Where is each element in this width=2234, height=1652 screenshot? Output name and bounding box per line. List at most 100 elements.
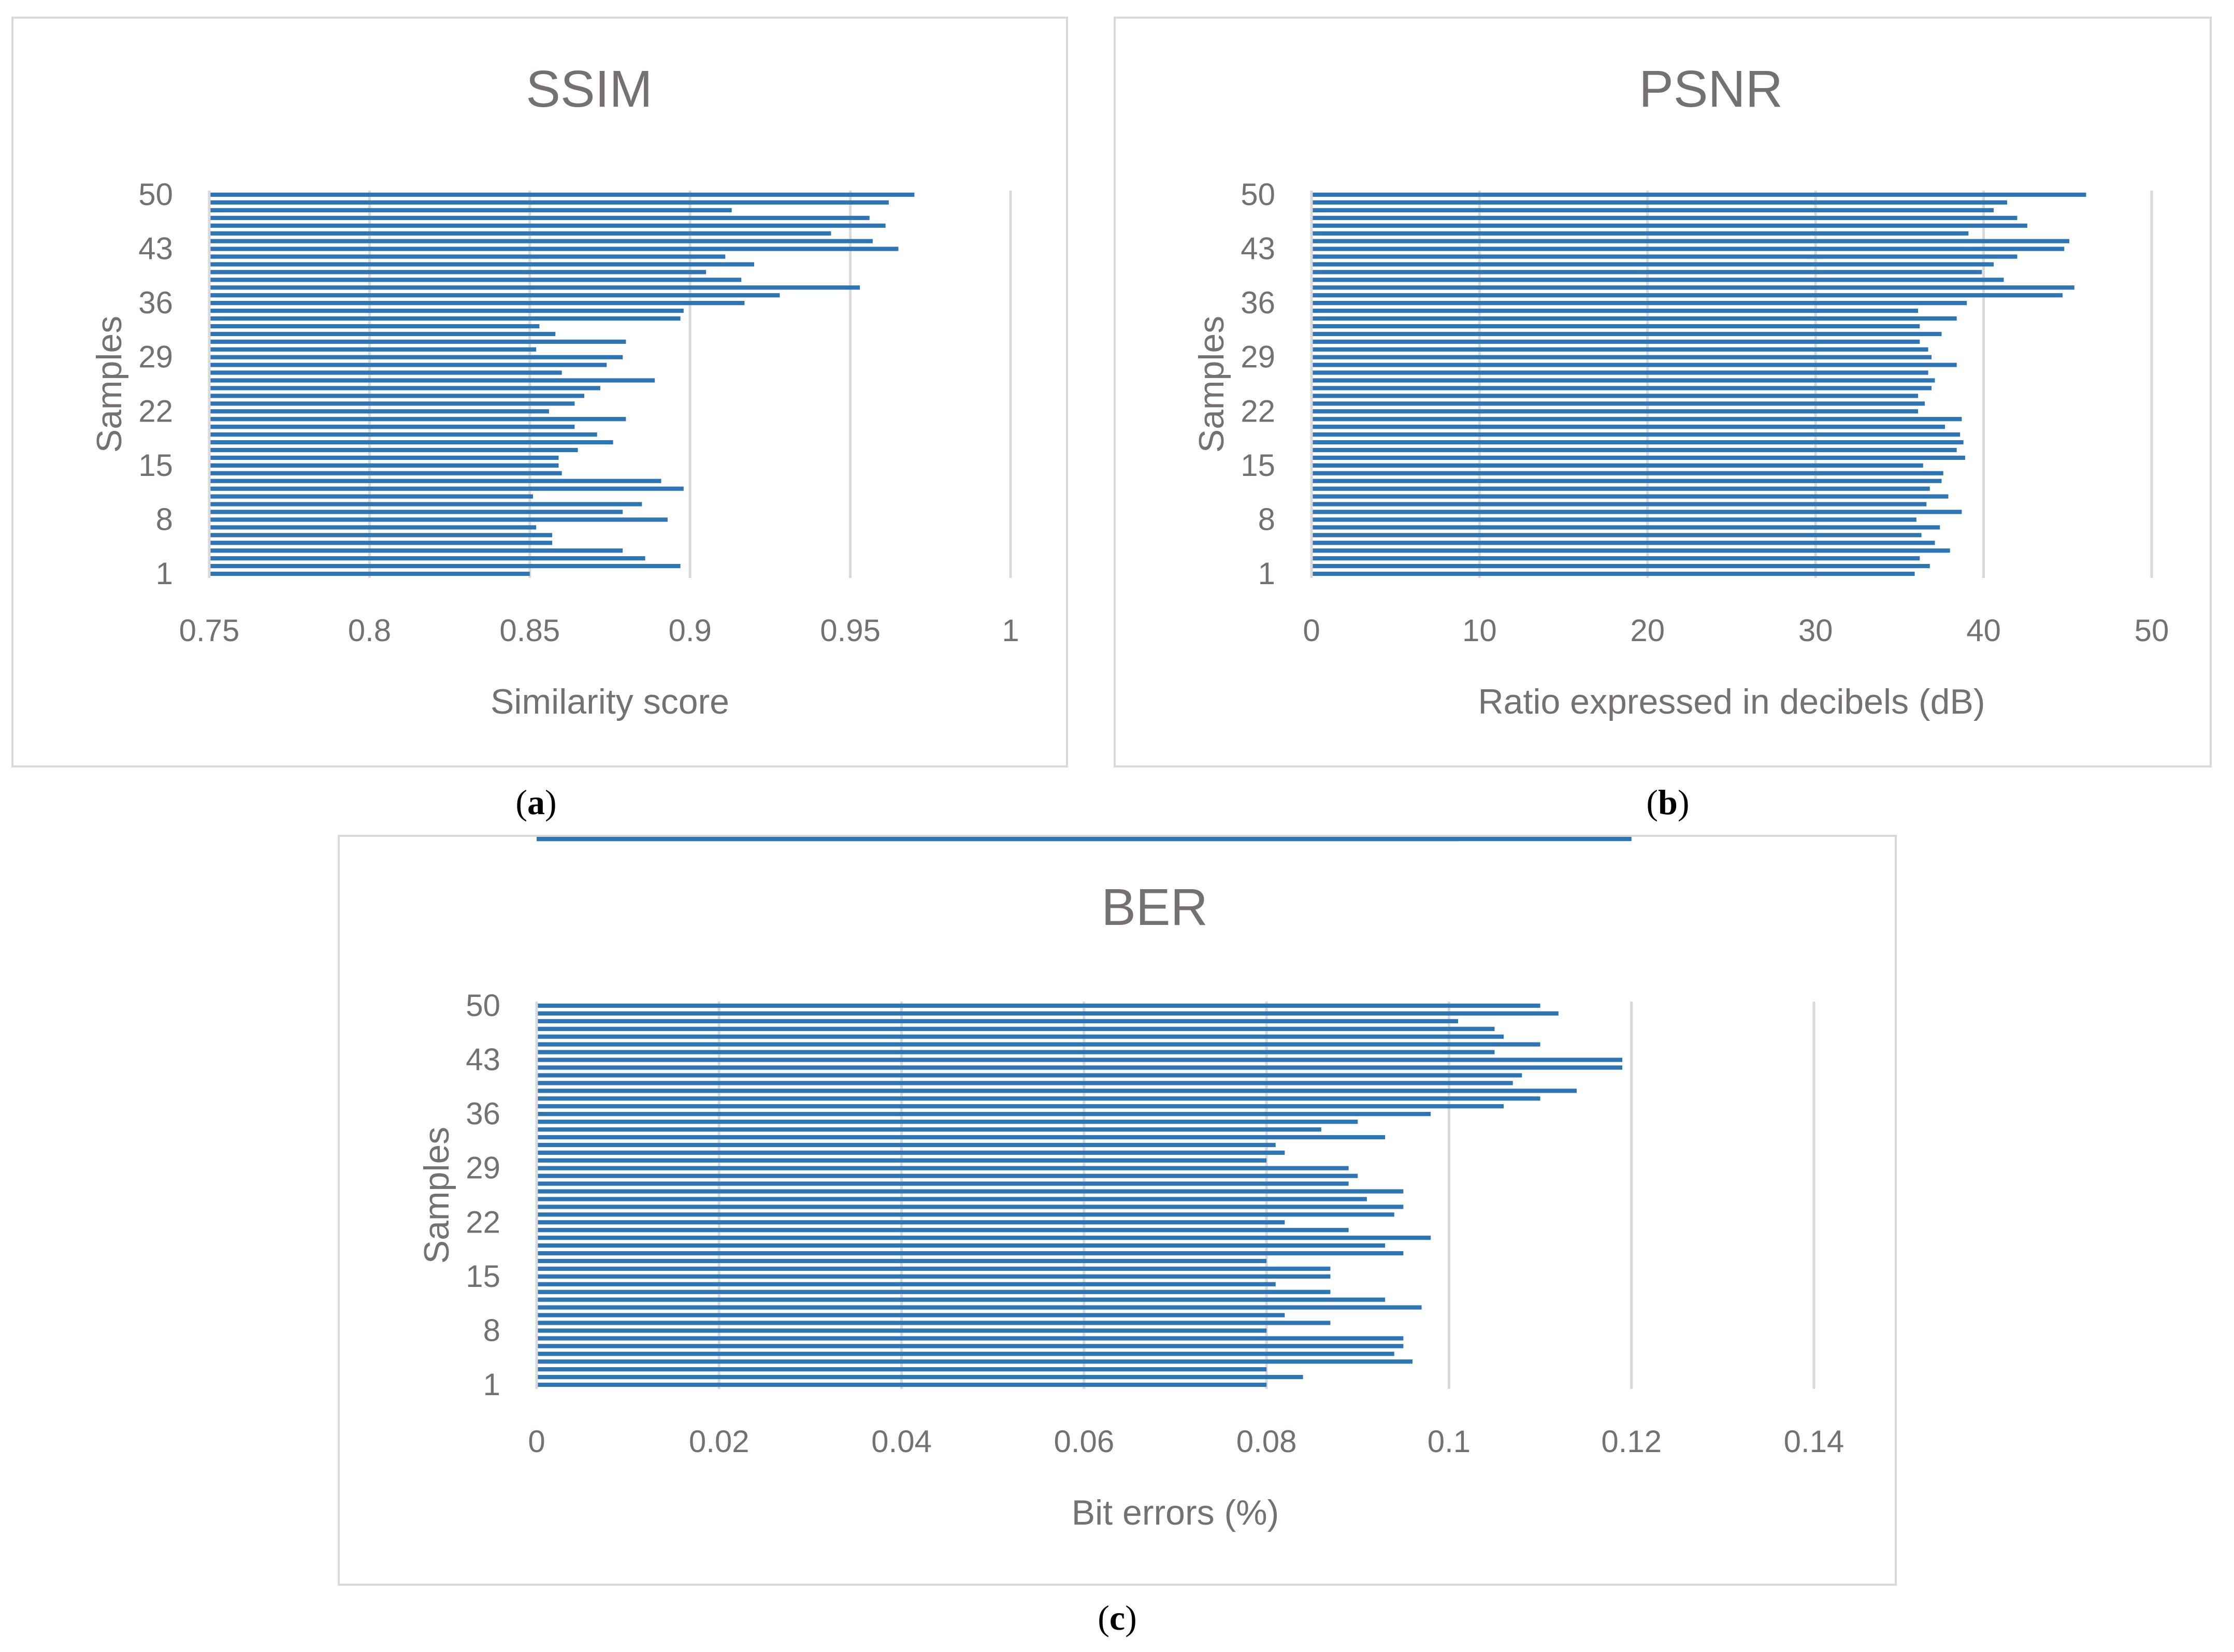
y-tick-label: 29 [1241,340,1275,374]
chart-panel-ber: BER 0 0.02 0.04 0.06 0.08 0.1 0.12 0.14 1 8 15 22 29 3… [338,835,1897,1586]
x-tick-label: 0.04 [871,1424,932,1459]
y-tick-label: 1 [1258,556,1275,591]
bar-sample-31 [1311,339,1920,344]
bar-sample-39 [209,278,742,282]
x-tick-label: 0.95 [820,613,881,648]
x-tick-label: 1 [1002,613,1019,648]
panel-label-a: (a) [515,782,557,822]
chart-panel-psnr: PSNR 0 10 20 30 40 50 1 8 15 22 29 36 43 50 Ratio expre… [1114,17,2212,767]
bar-sample-13 [209,479,661,483]
bar-sample-14 [209,471,562,475]
x-axis-label: Similarity score [491,682,729,721]
bar-sample-25 [209,386,600,390]
bar-sample-5 [1311,541,1935,545]
bar-sample-33 [209,324,540,329]
bar-sample-1 [209,571,530,576]
bar-sample-21 [209,417,626,422]
bar-sample-38 [209,285,860,290]
bar-sample-45 [1311,231,1969,236]
y-axis-label: Samples [417,1127,456,1264]
bar-sample-15 [1311,463,1923,468]
y-axis-label: Samples [90,316,129,453]
bar-sample-11 [537,1305,1422,1310]
bar-sample-30 [209,347,537,352]
y-tick-label: 50 [1241,177,1275,212]
bar-sample-3 [1311,556,1920,561]
bar-sample-16 [209,455,559,460]
y-tick-label: 22 [1241,394,1275,428]
bar-sample-39 [537,1089,1577,1093]
bar-sample-42 [1311,254,2017,259]
bar-sample-11 [209,494,533,499]
y-tick-label: 43 [466,1042,500,1077]
bar-sample-24 [537,1205,1404,1209]
bar-sample-10 [1311,502,1927,506]
x-tick-label: 0.8 [348,613,391,648]
bar-sample-19 [537,1243,1386,1248]
bar-sample-2 [1311,563,1930,569]
bar-sample-33 [1311,324,1920,329]
bar-sample-32 [537,1142,1276,1148]
x-axis-label: Ratio expressed in decibels (dB) [1478,682,1985,721]
bar-sample-13 [1311,479,1942,483]
bar-sample-undefined [537,837,1632,842]
chart-psnr: PSNR 0 10 20 30 40 50 1 8 15 22 29 36 43 50 Ratio expre… [1192,60,2169,721]
x-axis-label: Bit errors (%) [1072,1493,1279,1532]
bar-sample-47 [209,215,870,220]
y-tick-label: 22 [466,1205,500,1239]
bar-sample-3 [537,1367,1267,1372]
bar-sample-38 [537,1096,1540,1101]
chart-title: PSNR [1639,60,1783,118]
x-tick-label: 0.14 [1784,1424,1844,1459]
bar-sample-44 [209,239,873,243]
bar-sample-41 [209,262,754,267]
bar-sample-3 [209,556,645,561]
bar-sample-4 [1311,548,1950,553]
bar-sample-29 [209,355,623,359]
chart-panel-ssim: SSIM 0.75 0.8 0.85 0.9 0.95 1 1 8 15 22 29 36 43 50 Sim… [11,17,1068,767]
bar-sample-35 [1311,308,1919,313]
bar-sample-42 [209,254,726,259]
bar-sample-28 [537,1173,1358,1178]
bar-sample-31 [209,339,626,344]
bar-sample-20 [537,1236,1431,1240]
bar-sample-45 [537,1042,1540,1047]
bar-sample-49 [1311,200,2008,205]
bar-sample-32 [1311,331,1942,337]
x-tick-label: 40 [1966,613,2001,648]
bar-sample-35 [537,1119,1358,1124]
bar-sample-4 [537,1359,1413,1364]
bar-sample-12 [1311,486,1930,491]
bar-sample-15 [537,1274,1331,1279]
bar-sample-23 [209,401,575,406]
bar-sample-27 [1311,370,1928,375]
bar-sample-44 [1311,239,2070,243]
bar-sample-40 [537,1081,1513,1085]
bar-sample-23 [537,1212,1394,1217]
bar-sample-26 [537,1189,1404,1194]
bar-sample-8 [1311,517,1916,522]
bar-sample-46 [1311,223,2027,228]
bar-sample-48 [209,208,732,212]
bar-sample-50 [1311,192,2086,197]
bar-sample-34 [537,1127,1321,1132]
bar-sample-16 [537,1266,1331,1271]
bar-sample-48 [537,1019,1459,1023]
bar-sample-16 [1311,455,1965,460]
x-tick-label: 0.1 [1428,1424,1471,1459]
chart-ssim: SSIM 0.75 0.8 0.85 0.9 0.95 1 1 8 15 22 29 36 43 50 Sim… [90,60,1019,721]
bar-sample-47 [1311,215,2017,220]
y-tick-label: 8 [156,502,173,537]
bar-sample-49 [209,200,889,205]
bar-sample-1 [1311,571,1915,576]
y-tick-label: 22 [138,394,173,428]
y-tick-label: 8 [483,1313,500,1347]
y-tick-label: 15 [138,448,173,483]
bar-sample-14 [1311,471,1943,475]
bar-sample-31 [537,1150,1285,1155]
bar-sample-41 [1311,262,1994,267]
bar-sample-5 [537,1352,1394,1356]
bar-sample-32 [209,331,556,337]
y-tick-label: 29 [138,340,173,374]
y-tick-label: 36 [466,1096,500,1131]
